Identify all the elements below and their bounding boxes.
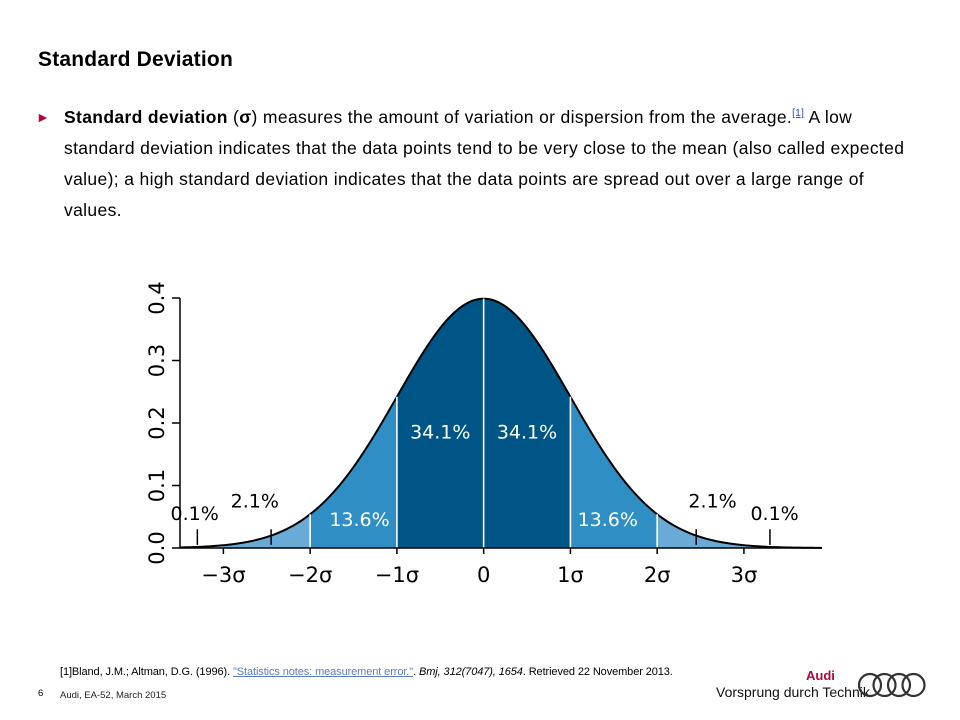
x-tick-label: −1σ — [375, 563, 419, 587]
sigma-symbol: σ — [239, 107, 252, 127]
bullet-arrow-icon: ► — [36, 109, 51, 125]
distribution-curve — [179, 297, 823, 549]
band-label: 13.6% — [578, 509, 638, 531]
band-label: 2.1% — [231, 490, 279, 512]
footnote-prefix: [1]Bland, J.M.; Altman, D.G. (1996). — [60, 666, 233, 678]
band-dividers — [309, 298, 658, 548]
band-label: 0.1% — [750, 503, 798, 525]
brand-name: Audi — [806, 668, 835, 683]
audi-rings-logo — [857, 672, 926, 698]
y-ticks: 0.0 0.1 0.2 0.3 0.4 — [145, 281, 180, 565]
explanation-text: A low standard deviation indicates that … — [64, 107, 905, 220]
symbol-open: ( — [227, 107, 240, 127]
footnote-journal: Bmj, 312(7047), 1654 — [419, 666, 523, 678]
reference-link[interactable]: [1] — [792, 108, 805, 120]
footnote-sep: . — [413, 666, 419, 678]
footer-text: Audi, EA-52, March 2015 — [60, 690, 167, 701]
y-tick-label: 0.0 — [145, 531, 169, 564]
band-label: 0.1% — [171, 503, 219, 525]
band-labels: 34.1% 34.1% 13.6% 13.6% 2.1% 2.1% 0.1% 0.1% — [171, 422, 799, 545]
x-tick-label: 0 — [477, 563, 490, 587]
x-tick-label: −2σ — [288, 563, 332, 587]
x-tick-label: −3σ — [201, 563, 245, 587]
y-tick-label: 0.4 — [145, 281, 169, 314]
slide-title: Standard Deviation — [38, 48, 233, 71]
page-number: 6 — [38, 688, 44, 699]
band-5 — [657, 514, 744, 548]
brand-slogan: Vorsprung durch Technik — [716, 684, 870, 700]
band-4 — [223, 514, 311, 548]
x-ticks: −3σ −2σ −1σ 0 1σ 2σ 3σ — [201, 548, 757, 587]
definition-text: ) measures the amount of variation or di… — [251, 107, 793, 127]
y-tick-label: 0.3 — [145, 344, 169, 377]
footnote-suffix: . Retrieved 22 November 2013. — [522, 666, 673, 678]
band-label: 34.1% — [497, 422, 557, 444]
band-label: 13.6% — [329, 509, 389, 531]
x-tick-label: 3σ — [731, 563, 758, 587]
x-tick-label: 2σ — [644, 563, 671, 587]
x-tick-label: 1σ — [557, 563, 584, 587]
footnote: [1]Bland, J.M.; Altman, D.G. (1996). "St… — [60, 666, 673, 678]
band-label: 2.1% — [688, 490, 736, 512]
footnote-link[interactable]: "Statistics notes: measurement error." — [232, 666, 414, 678]
band-label: 34.1% — [410, 422, 470, 444]
term-text: Standard deviation — [64, 107, 228, 127]
y-tick-label: 0.1 — [145, 469, 169, 502]
normal-distribution-chart: 0.00.10.20.30.4 −3σ −2σ −1σ 0 1σ 2σ 3σ 34.1% 34… — [145, 281, 823, 587]
y-tick-label: 0.2 — [145, 406, 169, 439]
body-paragraph: ► Standard deviation (σ) measures the am… — [36, 102, 916, 226]
